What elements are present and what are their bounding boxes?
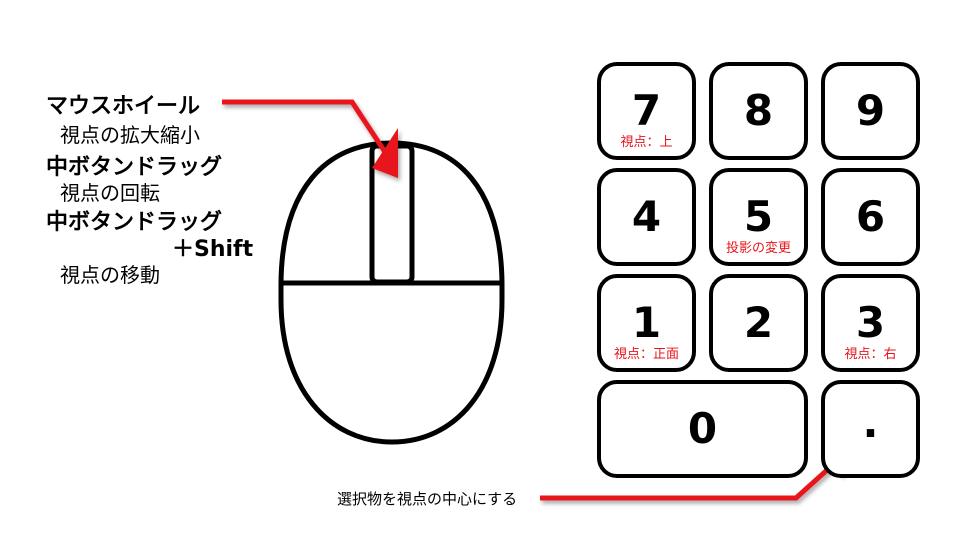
wheel-arrow <box>222 99 398 178</box>
key-6[interactable]: 6 <box>821 168 920 266</box>
key-9[interactable]: 9 <box>821 62 920 160</box>
key-5[interactable]: 5 投影の変更 <box>709 168 808 266</box>
key-6-number: 6 <box>855 192 886 241</box>
key-5-number: 5 <box>743 192 774 241</box>
key-1-action: 視点：正面 <box>613 347 679 362</box>
key-2-number: 2 <box>743 298 774 347</box>
key-8[interactable]: 8 <box>709 62 808 160</box>
middle-drag-shift-description: 視点の移動 <box>60 263 160 287</box>
dot-key-caption: 選択物を視点の中心にする <box>337 490 518 508</box>
key-4[interactable]: 4 <box>597 168 696 266</box>
key-2[interactable]: 2 <box>709 274 808 372</box>
key-8-number: 8 <box>743 86 774 135</box>
key-0-number: 0 <box>687 404 718 453</box>
shift-modifier: ＋Shift <box>172 237 254 262</box>
key-9-number: 9 <box>855 86 886 135</box>
middle-drag-shift-title: 中ボタンドラッグ <box>46 210 223 235</box>
key-dot-number: . <box>862 398 879 447</box>
key-7[interactable]: 7 視点：上 <box>597 62 696 160</box>
mouse-illustration <box>278 140 505 445</box>
key-0[interactable]: 0 <box>597 380 808 478</box>
key-3-number: 3 <box>855 298 886 347</box>
wheel-title: マウスホイール <box>46 94 201 119</box>
key-dot[interactable]: . <box>821 380 920 478</box>
key-1[interactable]: 1 視点：正面 <box>597 274 696 372</box>
middle-drag-description: 視点の回転 <box>60 181 160 205</box>
key-7-number: 7 <box>631 86 662 135</box>
middle-drag-title: 中ボタンドラッグ <box>46 155 223 180</box>
key-4-number: 4 <box>631 192 662 241</box>
key-5-action: 投影の変更 <box>725 241 791 256</box>
key-7-action: 視点：上 <box>620 135 673 150</box>
key-3-action: 視点：右 <box>844 347 897 362</box>
key-1-number: 1 <box>631 298 662 347</box>
wheel-description: 視点の拡大縮小 <box>60 123 200 147</box>
mouse-body <box>278 140 505 445</box>
key-3[interactable]: 3 視点：右 <box>821 274 920 372</box>
